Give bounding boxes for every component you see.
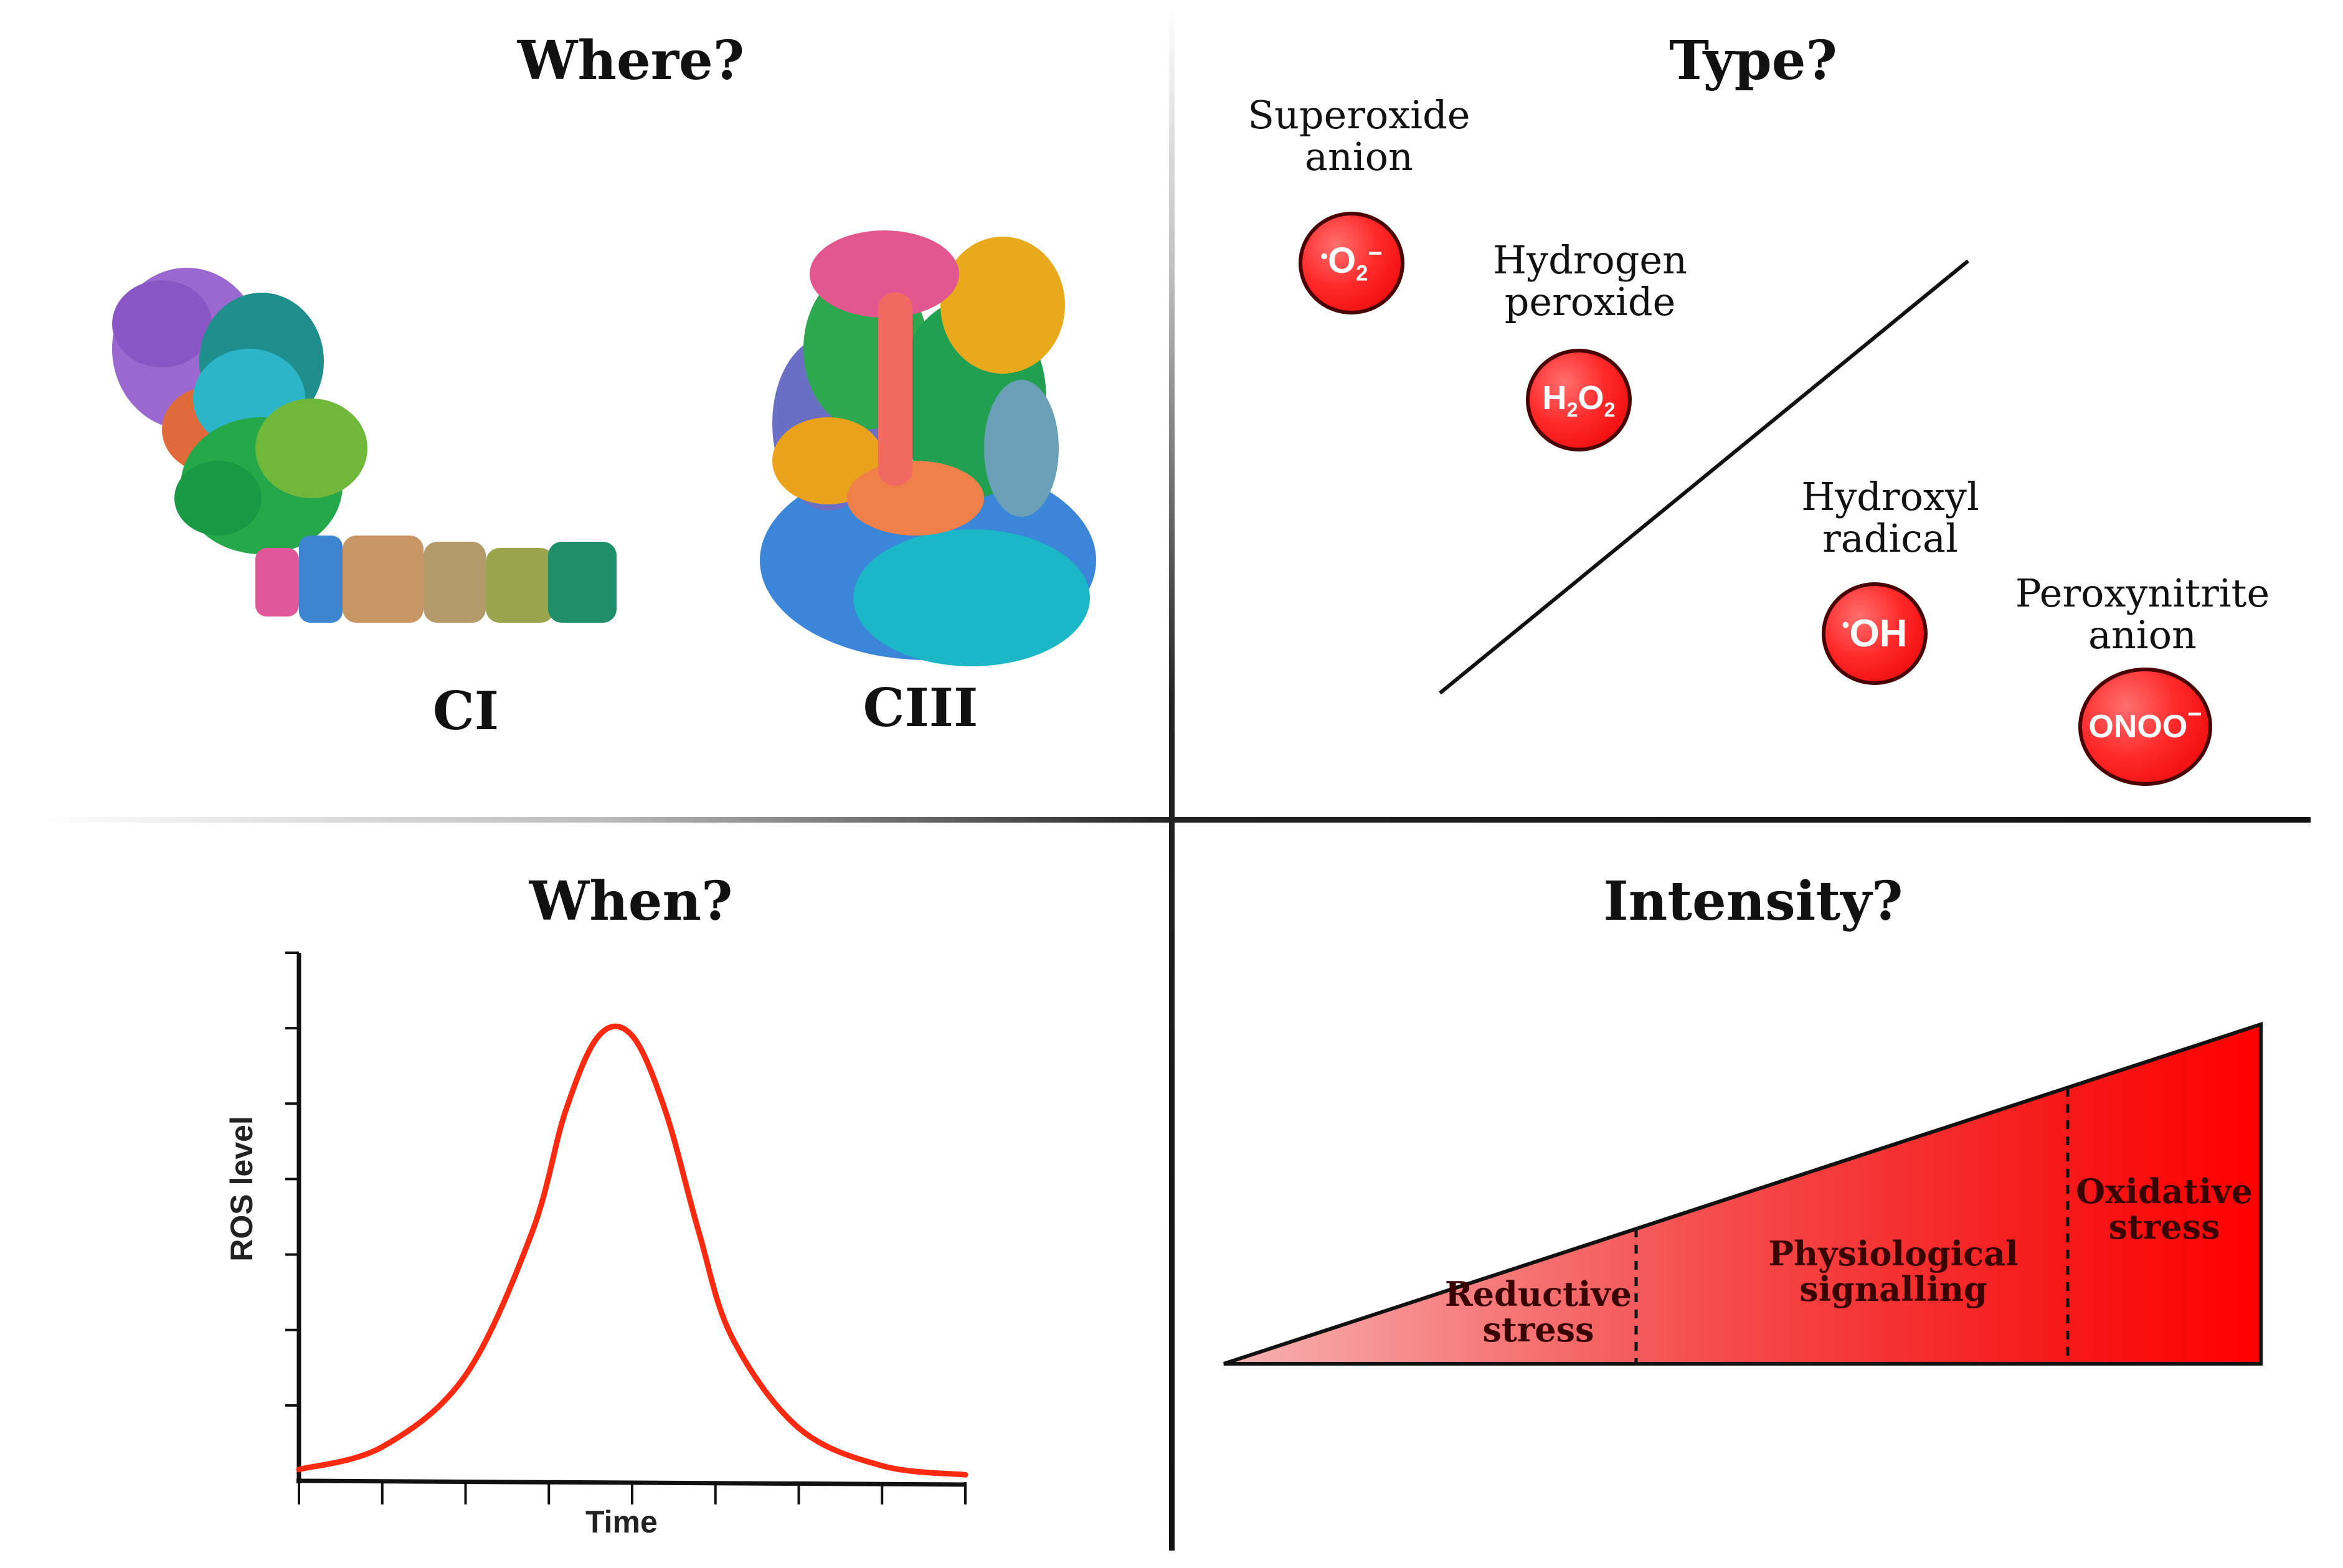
intensity-title: Intensity? bbox=[1603, 870, 1903, 933]
ros-chart bbox=[285, 952, 968, 1504]
complex-ci-label: CI bbox=[432, 680, 499, 742]
hydroxyl-formula: OH bbox=[1849, 612, 1908, 655]
intensity-wedge bbox=[1223, 1021, 2263, 1366]
x-axis-label: Time bbox=[585, 1504, 658, 1539]
species-label-hydrogen-peroxide: Hydrogen peroxide bbox=[1492, 237, 1688, 324]
divider-vertical bbox=[1169, 6, 1175, 1551]
type-title: Type? bbox=[1669, 29, 1837, 92]
species-label-peroxynitrite: Peroxynitrite anion bbox=[2015, 570, 2270, 658]
peroxynitrite-formula: ONOO bbox=[2088, 709, 2188, 745]
y-axis-label: ROS level bbox=[224, 1116, 259, 1262]
zone-label-reductive: Reductive stress bbox=[1444, 1274, 1632, 1349]
where-title: Where? bbox=[517, 29, 745, 92]
superoxide-formula: O2 bbox=[1328, 240, 1368, 286]
complex-ciii-illustration bbox=[760, 230, 1096, 666]
type-divider-line bbox=[1439, 259, 1969, 695]
superoxide-molecule-icon: • O2− bbox=[1299, 212, 1404, 314]
hydroxyl-molecule-icon: • OH bbox=[1822, 582, 1928, 685]
complex-ci-illustration bbox=[112, 268, 617, 623]
species-label-superoxide: Superoxide anion bbox=[1247, 92, 1470, 179]
when-title: When? bbox=[529, 870, 733, 933]
hydrogen-peroxide-formula: H2O2 bbox=[1542, 379, 1616, 421]
species-label-hydroxyl: Hydroxyl radical bbox=[1801, 474, 1979, 561]
zone-label-oxidative: Oxidative stress bbox=[2076, 1171, 2253, 1247]
zone-label-physiological: Physiological signalling bbox=[1768, 1234, 2019, 1309]
ros-series-line bbox=[296, 1023, 968, 1478]
peroxynitrite-molecule-icon: ONOO − bbox=[2078, 668, 2212, 786]
complex-ciii-label: CIII bbox=[863, 677, 978, 739]
hydrogen-peroxide-molecule-icon: H2O2 bbox=[1526, 349, 1632, 451]
